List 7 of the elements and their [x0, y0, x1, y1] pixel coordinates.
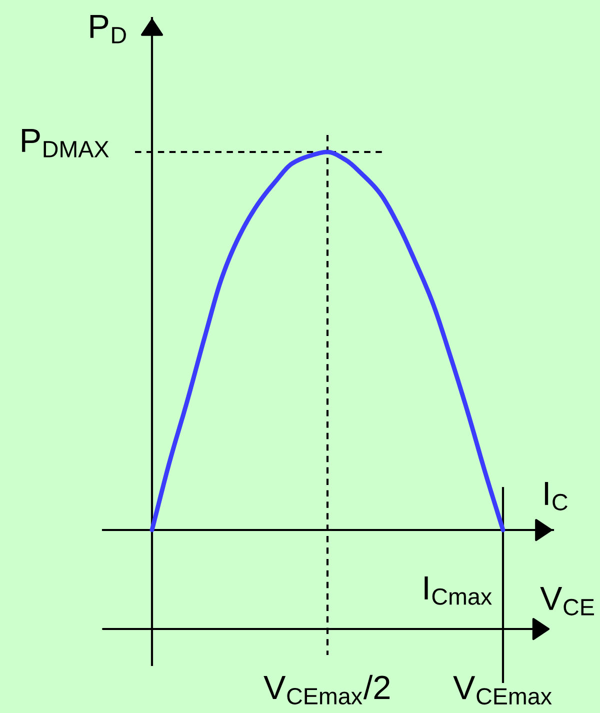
ref-line-label: P$_{DMAX}$: [22, 129, 109, 158]
text: I$_{C}$: [544, 482, 568, 510]
y-axis-title: P$_{D}$: [90, 15, 126, 44]
x-axis-title: V$_{CE}$: [540, 587, 594, 616]
x-tick-label: V$_{CEmax}$: [453, 676, 552, 705]
annotation: I$_{Cmax}$: [424, 576, 492, 605]
x-tick-label: V$_{CEmax}$/2: [264, 674, 390, 704]
